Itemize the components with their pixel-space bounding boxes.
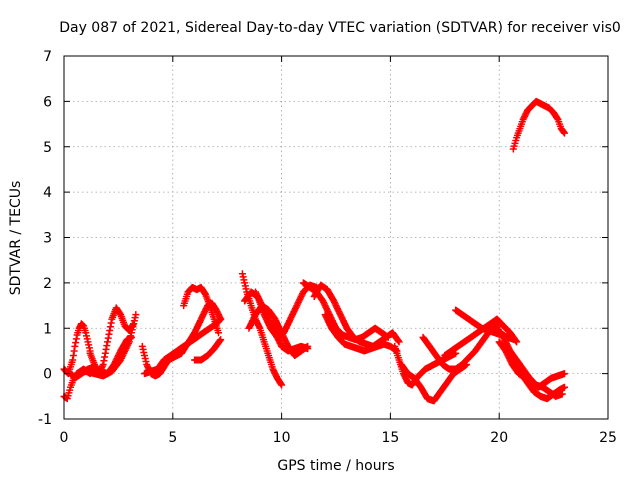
x-tick-label: 15 [381, 430, 399, 446]
data-point [560, 370, 568, 378]
x-axis: 0 5 10 15 20 25 [60, 56, 617, 446]
series-arc-8 [180, 283, 222, 337]
data-point [132, 311, 140, 319]
y-axis-title: SDTVAR / TECUs [8, 181, 24, 296]
data-point [510, 336, 518, 344]
series-arc-13 [251, 288, 312, 355]
data-point [558, 390, 566, 398]
series-arc-9 [191, 336, 225, 364]
data-point [560, 129, 568, 137]
series-arc-14 [299, 279, 392, 344]
chart-title: Day 087 of 2021, Sidereal Day-to-day VTE… [59, 20, 621, 36]
y-tick-label: 3 [43, 231, 52, 247]
x-tick-label: 5 [168, 430, 177, 446]
series-arc-24 [506, 347, 566, 400]
series-arc-5 [73, 311, 140, 380]
data-point [395, 338, 403, 346]
data-point [304, 345, 312, 353]
data-point [560, 128, 568, 136]
series-arc-10 [238, 270, 286, 389]
data-point [217, 315, 225, 323]
y-tick-label: 0 [43, 367, 52, 383]
data-point [217, 336, 225, 344]
y-tick-label: 4 [43, 185, 52, 201]
x-tick-label: 20 [490, 430, 508, 446]
x-tick-label: 25 [599, 430, 617, 446]
y-tick-label: 6 [43, 94, 52, 110]
data-point [214, 329, 222, 337]
data-point [278, 381, 286, 389]
grid [64, 56, 608, 419]
y-tick-label: 5 [43, 140, 52, 156]
series-arc-3 [86, 304, 138, 378]
y-tick-label: 7 [43, 49, 52, 65]
y-tick-label: 1 [43, 321, 52, 337]
series-arc-25 [509, 97, 568, 153]
data-points [60, 97, 568, 405]
series-arc-15 [310, 281, 403, 350]
y-tick-label: 2 [43, 276, 52, 292]
y-axis: -1 0 1 2 3 4 5 6 7 [38, 49, 608, 428]
series-arc-12 [245, 302, 312, 359]
data-point [560, 383, 568, 391]
y-tick-label: -1 [38, 412, 52, 428]
series-arc-7 [141, 315, 225, 378]
x-tick-label: 10 [273, 430, 291, 446]
series-arc-23 [495, 338, 568, 391]
x-tick-label: 0 [60, 430, 69, 446]
series-arc-16 [321, 311, 401, 355]
x-axis-title: GPS time / hours [277, 458, 394, 474]
